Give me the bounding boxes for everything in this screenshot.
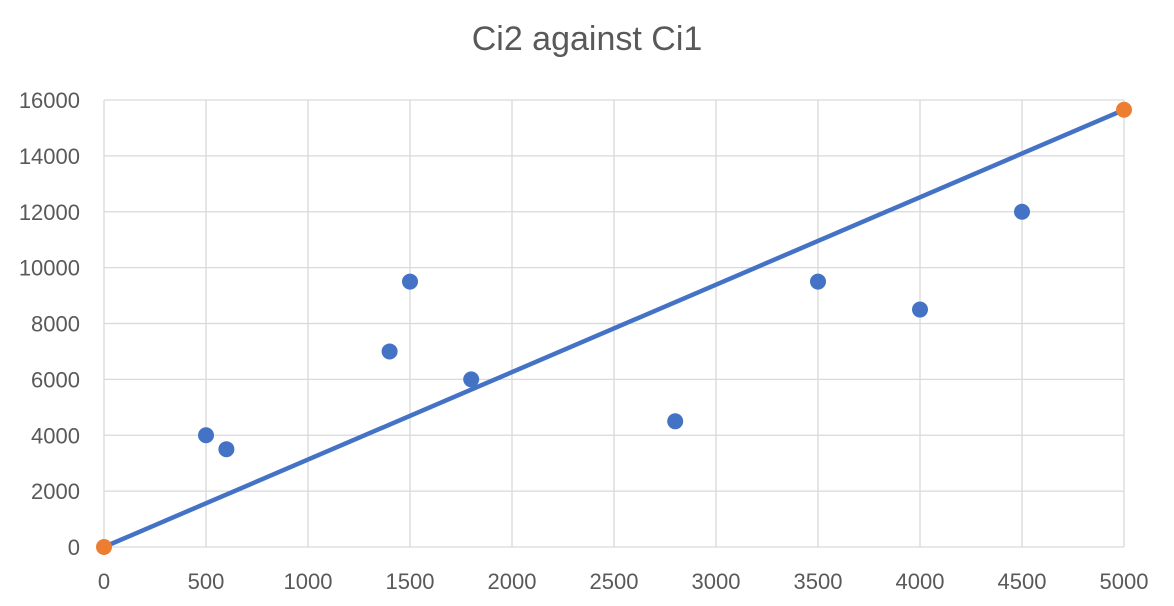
grid-lines <box>103 99 1125 548</box>
axis-tick-labels: 0 2000 4000 6000 8000 10000 12000 14000 16000 0 50… <box>19 88 1149 594</box>
y-tick-label: 0 <box>68 535 80 560</box>
trend-line <box>101 107 1127 550</box>
y-tick-label: 8000 <box>31 312 80 337</box>
y-tick-label: 12000 <box>19 200 80 225</box>
data-series <box>96 101 1132 555</box>
data-point <box>402 273 418 290</box>
data-point <box>218 441 235 458</box>
x-tick-label: 3500 <box>794 569 843 594</box>
chart-title: Ci2 against Ci1 <box>471 20 703 58</box>
data-point <box>198 427 214 444</box>
y-tick-label: 4000 <box>31 423 80 448</box>
y-tick-label: 2000 <box>31 479 80 504</box>
y-tick-label: 10000 <box>19 256 80 281</box>
x-tick-label: 1500 <box>386 569 435 594</box>
x-tick-label: 4500 <box>998 569 1047 594</box>
y-tick-label: 16000 <box>19 88 80 113</box>
x-tick-label: 2000 <box>488 569 537 594</box>
line-endpoint-marker <box>96 539 112 555</box>
data-point <box>912 301 928 318</box>
y-tick-label: 14000 <box>19 144 80 169</box>
x-tick-label: 4000 <box>896 569 945 594</box>
x-tick-label: 3000 <box>692 569 741 594</box>
line-endpoint-marker <box>1116 101 1132 118</box>
data-point <box>667 413 684 430</box>
y-tick-label: 6000 <box>31 367 80 392</box>
data-point <box>810 273 826 290</box>
x-tick-label: 5000 <box>1100 569 1149 594</box>
data-point <box>1014 203 1030 220</box>
data-point <box>463 371 480 388</box>
x-tick-label: 500 <box>188 569 225 594</box>
x-tick-label: 2500 <box>590 569 639 594</box>
data-point <box>381 343 398 360</box>
x-tick-label: 1000 <box>284 569 333 594</box>
x-tick-label: 0 <box>98 569 110 594</box>
